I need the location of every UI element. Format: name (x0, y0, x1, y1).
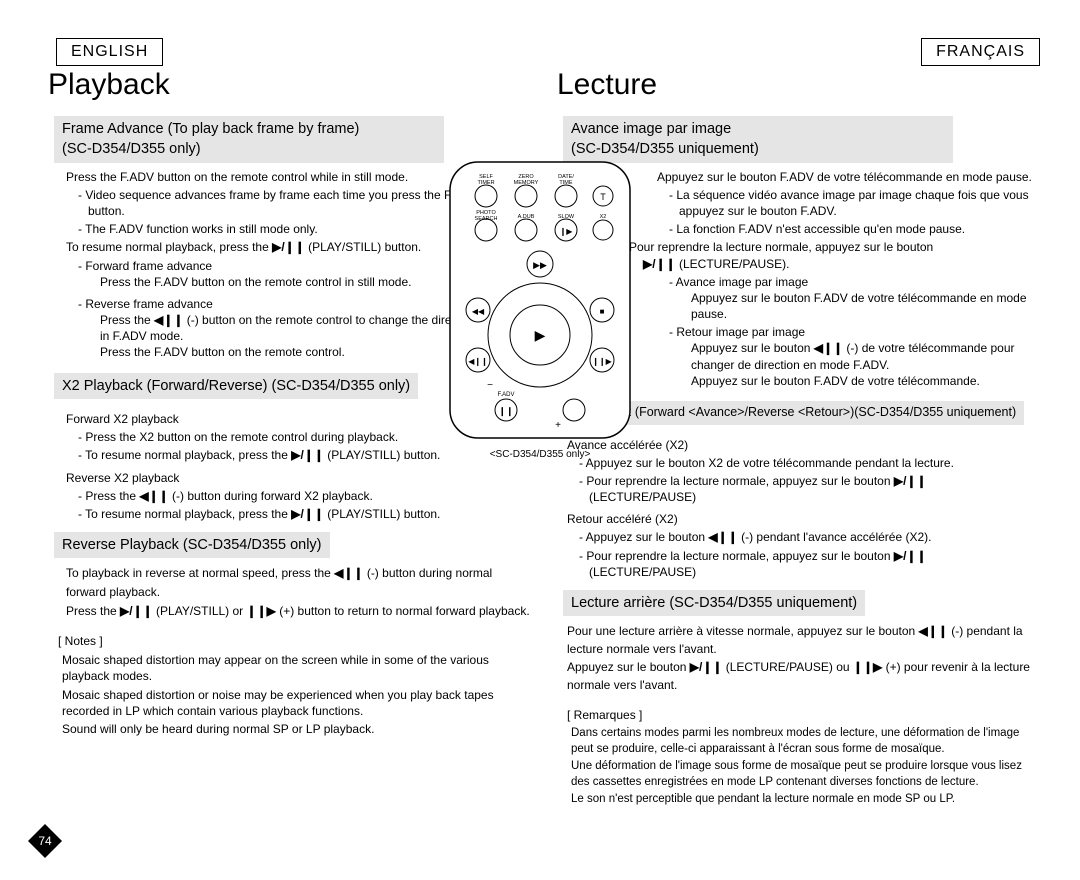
play-pause-icon: ▶/❙❙ (120, 604, 153, 618)
note: Mosaic shaped distortion or noise may be… (62, 687, 533, 719)
page-title-en: Playback (48, 68, 541, 102)
subtext: Press the F.ADV button on the remote con… (88, 344, 481, 360)
page-title-fr: Lecture (557, 68, 1050, 102)
note: Sound will only be heard during normal S… (62, 721, 533, 737)
svg-text:❙❙▶: ❙❙▶ (592, 357, 612, 366)
para: To playback in reverse at normal speed, … (66, 564, 533, 601)
para: Press the F.ADV button on the remote con… (66, 169, 481, 185)
svg-text:❙❙: ❙❙ (498, 406, 513, 417)
svg-text:A.DUB: A.DUB (518, 214, 535, 220)
heading-line1: Frame Advance (To play back frame by fra… (62, 121, 359, 137)
page-number: 74 (28, 824, 62, 858)
bullet: Reverse frame advance Press the ◀❙❙ (-) … (78, 296, 481, 361)
note: Mosaic shaped distortion may appear on t… (62, 652, 533, 684)
play-pause-icon: ▶/❙❙ (291, 507, 324, 521)
bullet: Forward frame advance Press the F.ADV bu… (78, 258, 481, 290)
para: Press the ▶/❙❙ (PLAY/STILL) or ❙❙▶ (+) b… (66, 602, 533, 621)
para: To resume normal playback, press the ▶/❙… (66, 239, 481, 255)
rev-step-icon: ◀❙❙ (814, 341, 843, 355)
section-heading-reverse-fr: Lecture arrière (SC-D354/D355 uniquement… (563, 590, 865, 616)
bullet: To resume normal playback, press the ▶/❙… (78, 506, 533, 522)
remote-control-diagram: T SELF TIMER ZERO MEMORY DATE/ TIME ❙▶ P… (445, 160, 635, 460)
svg-text:MEMORY: MEMORY (514, 180, 539, 186)
svg-text:❙▶: ❙▶ (560, 227, 574, 236)
section-heading-x2-en: X2 Playback (Forward/Reverse) (SC-D354/D… (54, 373, 418, 399)
svg-text:F.ADV: F.ADV (497, 392, 514, 398)
remote-svg: T SELF TIMER ZERO MEMORY DATE/ TIME ❙▶ P… (448, 160, 632, 440)
bullet: The F.ADV function works in still mode o… (78, 221, 481, 237)
play-pause-icon: ▶/❙❙ (690, 660, 723, 674)
heading-line2: (SC-D354/D355 only) (62, 141, 201, 157)
subtext: Appuyez sur le bouton F.ADV de votre tél… (679, 290, 1042, 322)
para: Pour une lecture arrière à vitesse norma… (567, 622, 1042, 658)
rev-step-icon: ◀❙❙ (919, 624, 948, 638)
manual-page: ENGLISH FRANÇAIS Playback Frame Advance … (0, 0, 1080, 880)
play-pause-icon: ▶/❙❙ (272, 240, 305, 254)
bullet: Pour reprendre la lecture normale, appuy… (579, 473, 1042, 505)
note: Dans certains modes parmi les nombreux m… (571, 726, 1042, 757)
svg-text:▶: ▶ (535, 327, 546, 343)
section-heading-frame-advance-fr: Avance image par image (SC-D354/D355 uni… (563, 116, 953, 163)
play-pause-icon: ▶/❙❙ (894, 549, 927, 563)
svg-text:▶▶: ▶▶ (533, 260, 547, 270)
heading-line1: Avance image par image (571, 121, 731, 137)
fwd-skip-icon: ❙❙▶ (247, 604, 276, 618)
rev-step-icon: ◀❙❙ (154, 313, 183, 327)
svg-text:■: ■ (600, 307, 605, 316)
page-number-badge: 74 (28, 824, 62, 858)
svg-text:T: T (600, 192, 606, 202)
bullet: Press the ◀❙❙ (-) button during forward … (78, 488, 533, 504)
svg-text:SLOW: SLOW (558, 214, 575, 220)
bullet: Video sequence advances frame by frame e… (78, 187, 481, 219)
rev-step-icon: ◀❙❙ (334, 566, 363, 580)
svg-text:+: + (555, 420, 561, 431)
notes-label-fr: [ Remarques ] (567, 708, 1050, 722)
svg-text:◀◀: ◀◀ (472, 307, 485, 316)
heading-line2: (SC-D354/D355 uniquement) (571, 141, 759, 157)
notes-label-en: [ Notes ] (58, 634, 541, 648)
play-pause-icon: ▶/❙❙ (643, 257, 676, 271)
bullet: Retour image par image Appuyez sur le bo… (669, 324, 1042, 389)
subheading: Retour accéléré (X2) (567, 511, 1042, 527)
bullet: Pour reprendre la lecture normale, appuy… (579, 548, 1042, 580)
para: Appuyez sur le bouton F.ADV de votre tél… (657, 169, 1042, 185)
para: Appuyez sur le bouton ▶/❙❙ (LECTURE/PAUS… (567, 658, 1042, 694)
subheading: Avance accélérée (X2) (567, 437, 1042, 453)
svg-text:−: − (487, 380, 493, 391)
bullet: Avance image par image Appuyez sur le bo… (669, 274, 1042, 323)
section-heading-reverse-en: Reverse Playback (SC-D354/D355 only) (54, 532, 330, 558)
play-pause-icon: ▶/❙❙ (291, 448, 324, 462)
section-heading-frame-advance-en: Frame Advance (To play back frame by fra… (54, 116, 444, 163)
bullet: Appuyez sur le bouton ◀❙❙ (-) pendant l'… (579, 529, 1042, 545)
svg-text:TIME: TIME (559, 180, 572, 186)
svg-text:TIMER: TIMER (477, 180, 494, 186)
para: Pour reprendre la lecture normale, appuy… (643, 239, 1042, 271)
subheading: Reverse X2 playback (66, 470, 533, 486)
subtext: Press the ◀❙❙ (-) button on the remote c… (88, 312, 481, 344)
note: Une déformation de l'image sous forme de… (571, 759, 1042, 790)
fwd-skip-icon: ❙❙▶ (853, 660, 882, 674)
remote-caption: <SC-D354/D355 only> (445, 449, 635, 460)
bullet: La séquence vidéo avance image par image… (669, 187, 1042, 219)
subtext: Appuyez sur le bouton ◀❙❙ (-) de votre t… (679, 340, 1042, 372)
subtext: Appuyez sur le bouton F.ADV de votre tél… (679, 373, 1042, 389)
note: Le son n'est perceptible que pendant la … (571, 792, 1042, 808)
bullet: Appuyez sur le bouton X2 de votre téléco… (579, 455, 1042, 471)
svg-text:X2: X2 (600, 214, 607, 220)
svg-text:◀❙❙: ◀❙❙ (468, 357, 488, 366)
rev-step-icon: ◀❙❙ (708, 530, 737, 544)
rev-step-icon: ◀❙❙ (139, 489, 168, 503)
subtext: Press the F.ADV button on the remote con… (88, 274, 481, 290)
svg-text:SEARCH: SEARCH (475, 216, 498, 222)
play-pause-icon: ▶/❙❙ (894, 474, 927, 488)
bullet: La fonction F.ADV n'est accessible qu'en… (669, 221, 1042, 237)
